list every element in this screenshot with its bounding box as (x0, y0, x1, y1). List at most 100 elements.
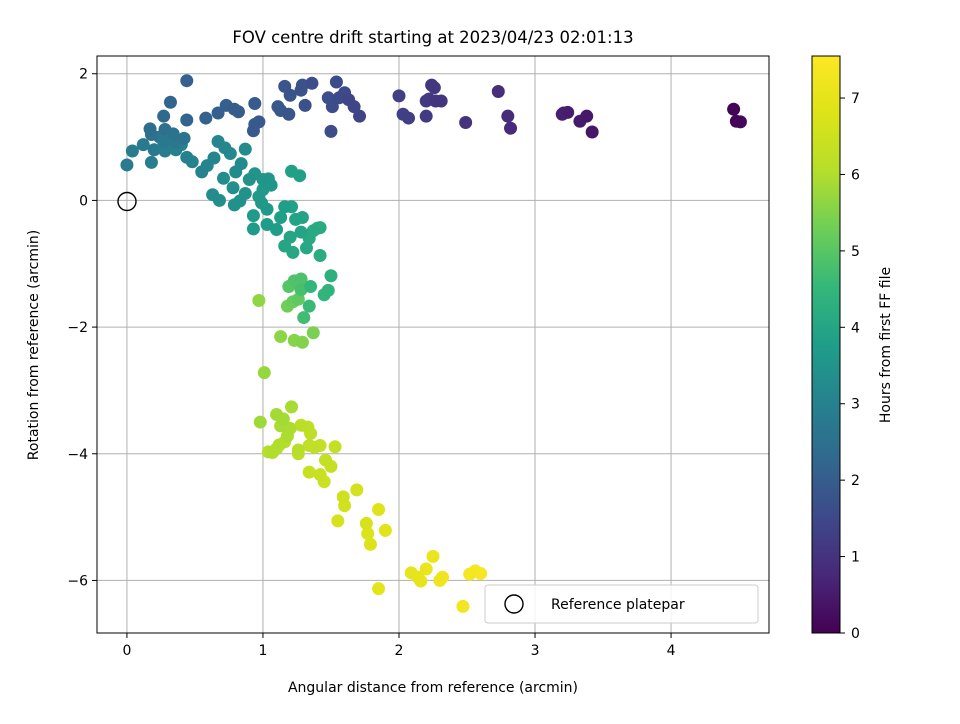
data-point (419, 562, 433, 576)
x-tick-label: 0 (122, 643, 131, 659)
data-point (295, 335, 309, 349)
data-point (265, 445, 279, 459)
data-point (278, 239, 292, 253)
data-point (136, 138, 150, 152)
data-point (180, 150, 194, 164)
colorbar-label: Hours from first FF file (878, 267, 894, 423)
data-point (491, 84, 505, 98)
data-point (260, 217, 274, 231)
data-point (144, 155, 158, 169)
data-point (313, 249, 327, 263)
data-point (226, 181, 240, 195)
colorbar-gradient (811, 55, 841, 634)
data-point (425, 78, 439, 92)
data-point (143, 122, 157, 136)
data-point (252, 190, 266, 204)
data-point (434, 94, 448, 108)
colorbar-tick-label: 3 (851, 397, 860, 413)
data-point (270, 223, 284, 237)
data-point (274, 211, 288, 225)
legend-label: Reference platepar (551, 597, 685, 613)
data-point (727, 102, 741, 116)
data-point (372, 582, 386, 596)
data-point (501, 109, 515, 123)
data-point (298, 98, 312, 112)
data-point (302, 465, 316, 479)
data-point (350, 483, 364, 497)
data-point (157, 135, 171, 149)
data-point (353, 109, 367, 123)
data-point (180, 74, 194, 88)
data-point (361, 527, 375, 541)
data-point (426, 549, 440, 563)
data-point (285, 400, 299, 414)
data-point (199, 111, 213, 125)
data-point (328, 440, 342, 454)
data-point (324, 269, 338, 283)
data-point (238, 142, 252, 156)
x-tick-label: 3 (531, 643, 540, 659)
data-point (217, 171, 231, 185)
data-point (299, 241, 313, 255)
y-axis-label: Rotation from reference (arcmin) (26, 230, 42, 460)
colorbar-tick-label: 5 (851, 244, 860, 260)
data-point (293, 169, 307, 183)
data-point (257, 366, 271, 380)
data-point (218, 141, 232, 155)
data-point (306, 224, 320, 238)
data-point (291, 443, 305, 457)
data-point (729, 114, 743, 128)
data-point (233, 194, 247, 208)
data-point (402, 111, 416, 125)
data-point (561, 105, 575, 119)
data-point (294, 272, 308, 286)
data-point (278, 200, 292, 214)
x-axis-label: Angular distance from reference (arcmin) (288, 680, 578, 696)
data-point (282, 107, 296, 121)
data-point (227, 102, 241, 116)
colorbar: 0 1 2 3 4 5 6 7 Hours from first FF file (811, 55, 894, 642)
data-point (433, 573, 447, 587)
data-point (157, 109, 171, 123)
data-point (336, 490, 350, 504)
data-point (304, 280, 318, 294)
data-point (504, 121, 518, 135)
data-point (363, 537, 377, 551)
data-point (246, 222, 260, 236)
data-point (163, 95, 177, 109)
colorbar-tick-label: 1 (851, 550, 860, 566)
colorbar-tick-label: 0 (851, 626, 860, 642)
colorbar-tick-label: 6 (851, 167, 860, 183)
y-tick-label: −6 (67, 573, 88, 589)
y-tick-label: −4 (67, 447, 88, 463)
x-tick-label: 1 (258, 643, 267, 659)
data-point (585, 125, 599, 139)
data-point (256, 173, 270, 187)
data-point (252, 293, 266, 307)
legend-marker (504, 594, 524, 614)
data-point (207, 151, 221, 165)
data-point (294, 418, 308, 432)
data-point (246, 124, 260, 138)
data-point (313, 468, 327, 482)
data-point (306, 326, 320, 340)
data-point (302, 299, 316, 313)
data-point (459, 116, 473, 130)
data-point (234, 157, 248, 171)
colorbar-tick-label: 2 (851, 473, 860, 489)
data-points (120, 74, 747, 613)
data-point (253, 415, 267, 429)
data-point (324, 124, 338, 138)
y-tick-label: 0 (79, 193, 88, 209)
chart-title: FOV centre drift starting at 2023/04/23 … (232, 28, 633, 47)
reference-platepar-marker (117, 191, 137, 212)
colorbar-tick-label: 4 (851, 320, 860, 336)
data-point (305, 76, 319, 90)
plot-frame (96, 55, 770, 634)
data-point (260, 202, 274, 216)
data-point (274, 330, 288, 344)
data-point (329, 75, 343, 89)
data-point (419, 109, 433, 123)
data-point (297, 311, 311, 325)
